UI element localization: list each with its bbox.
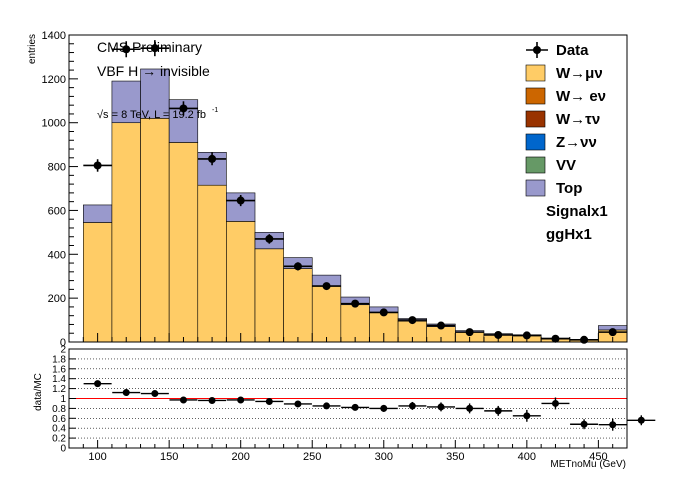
data-marker-7	[294, 262, 302, 270]
ratio-ytick-label-2: 0.4	[52, 424, 66, 435]
legend-swatch-0	[526, 65, 545, 81]
data-marker-9	[351, 300, 359, 308]
legend-label-1: W→ eν	[556, 88, 606, 105]
ratio-ytick-label-4: 0.8	[52, 404, 66, 415]
xtick-label-4: 300	[375, 451, 393, 463]
data-marker-4	[208, 155, 216, 163]
xtick-label-0: 100	[88, 451, 106, 463]
main-ytick-label-2: 400	[48, 249, 66, 261]
ratio-point-19	[627, 415, 655, 425]
legend-label-2: W→τν	[556, 111, 600, 128]
ratio-marker-18	[609, 421, 616, 428]
bar-wmunu-2	[141, 118, 170, 342]
ratio-ytick-label-10: 2	[60, 345, 66, 356]
bar-wmunu-3	[169, 142, 198, 342]
ratio-marker-0	[94, 380, 101, 387]
data-marker-13	[466, 328, 474, 336]
legend-label-data: Data	[556, 42, 589, 59]
main-ytick-label-4: 800	[48, 162, 66, 174]
main-ytick-label-6: 1200	[42, 74, 66, 86]
legend-swatch-4	[526, 157, 545, 173]
main-ytick-label-3: 600	[48, 205, 66, 217]
legend-swatch-1	[526, 88, 545, 104]
ratio-marker-1	[123, 389, 130, 396]
ratio-ytick-label-9: 1.8	[52, 354, 66, 365]
ratio-marker-6	[266, 398, 273, 405]
legend-data-marker	[533, 46, 541, 54]
ratio-ytick-label-5: 1	[60, 394, 66, 405]
legend-swatch-3	[526, 134, 545, 150]
ratio-marker-9	[352, 404, 359, 411]
ratio-marker-10	[380, 405, 387, 412]
ratio-marker-12	[438, 403, 445, 410]
main-ytick-label-5: 1000	[42, 118, 66, 130]
lumi-exponent: -1	[212, 107, 218, 114]
xtick-label-6: 400	[518, 451, 536, 463]
legend-entry-3: Z→νν	[526, 134, 597, 151]
data-marker-6	[265, 235, 273, 243]
xlabel: METnoMu (GeV)	[550, 459, 626, 470]
xtick-label-5: 350	[446, 451, 464, 463]
data-marker-11	[408, 316, 416, 324]
legend-label-0: W→μν	[556, 65, 603, 82]
ratio-ytick-label-8: 1.6	[52, 364, 66, 375]
legend-label-4: VV	[556, 157, 576, 174]
ratio-marker-2	[151, 390, 158, 397]
ratio-marker-16	[552, 400, 559, 407]
lumi-text: s = 8 TeV, L = 19.2 fb	[103, 109, 206, 121]
ratio-marker-11	[409, 402, 416, 409]
data-marker-5	[237, 197, 245, 205]
ratio-marker-8	[323, 402, 330, 409]
ratio-ylabel: data/MC	[33, 373, 44, 411]
bar-wmunu-4	[198, 185, 227, 342]
bar-wmunu-6	[255, 249, 284, 342]
legend-swatch-5	[526, 180, 545, 196]
main-ylabel: entries	[27, 34, 38, 64]
data-marker-8	[323, 282, 331, 290]
ratio-marker-17	[581, 421, 588, 428]
ratio-marker-3	[180, 396, 187, 403]
bar-wmunu-7	[284, 269, 313, 342]
ratio-ytick-label-0: 0	[60, 444, 66, 455]
data-marker-12	[437, 322, 445, 330]
ratio-ytick-label-1: 0.2	[52, 434, 66, 445]
main-ytick-label-1: 200	[48, 293, 66, 305]
bar-wmunu-1	[112, 123, 141, 342]
xtick-label-2: 200	[232, 451, 250, 463]
ratio-marker-13	[466, 405, 473, 412]
ratio-marker-14	[495, 407, 502, 414]
ratio-ytick-label-6: 1.2	[52, 384, 66, 395]
lumi-label: √s = 8 TeV, L = 19.2 fb-1	[97, 107, 218, 121]
ratio-marker-5	[237, 396, 244, 403]
data-marker-10	[380, 308, 388, 316]
bar-wmunu-0	[83, 222, 112, 342]
main-ytick-label-7: 1400	[42, 30, 66, 42]
ratio-marker-19	[638, 417, 645, 424]
bar-top-0	[83, 205, 112, 223]
bar-wmunu-8	[312, 286, 341, 342]
legend-extra-0: Signalx1	[546, 203, 608, 220]
legend-entry-2: W→τν	[526, 111, 600, 128]
cms-preliminary-label: CMS Preliminary	[97, 39, 202, 55]
legend-label-3: Z→νν	[556, 134, 597, 151]
legend-entry-1: W→ eν	[526, 88, 606, 105]
bar-wmunu-5	[226, 221, 255, 342]
ratio-ytick-label-7: 1.4	[52, 374, 66, 385]
legend-extra-1: ggHx1	[546, 226, 592, 243]
process-label: VBF H → invisible	[97, 63, 210, 79]
xtick-label-3: 250	[303, 451, 321, 463]
legend-label-5: Top	[556, 180, 582, 197]
data-marker-18	[609, 328, 617, 336]
data-marker-0	[94, 161, 102, 169]
legend-swatch-2	[526, 111, 545, 127]
bar-wmunu-9	[341, 305, 370, 342]
legend-entry-0: W→μν	[526, 65, 603, 82]
ratio-marker-7	[294, 400, 301, 407]
ratio-marker-4	[209, 397, 216, 404]
xtick-label-1: 150	[160, 451, 178, 463]
ratio-ytick-label-3: 0.6	[52, 414, 66, 425]
ratio-marker-15	[523, 412, 530, 419]
